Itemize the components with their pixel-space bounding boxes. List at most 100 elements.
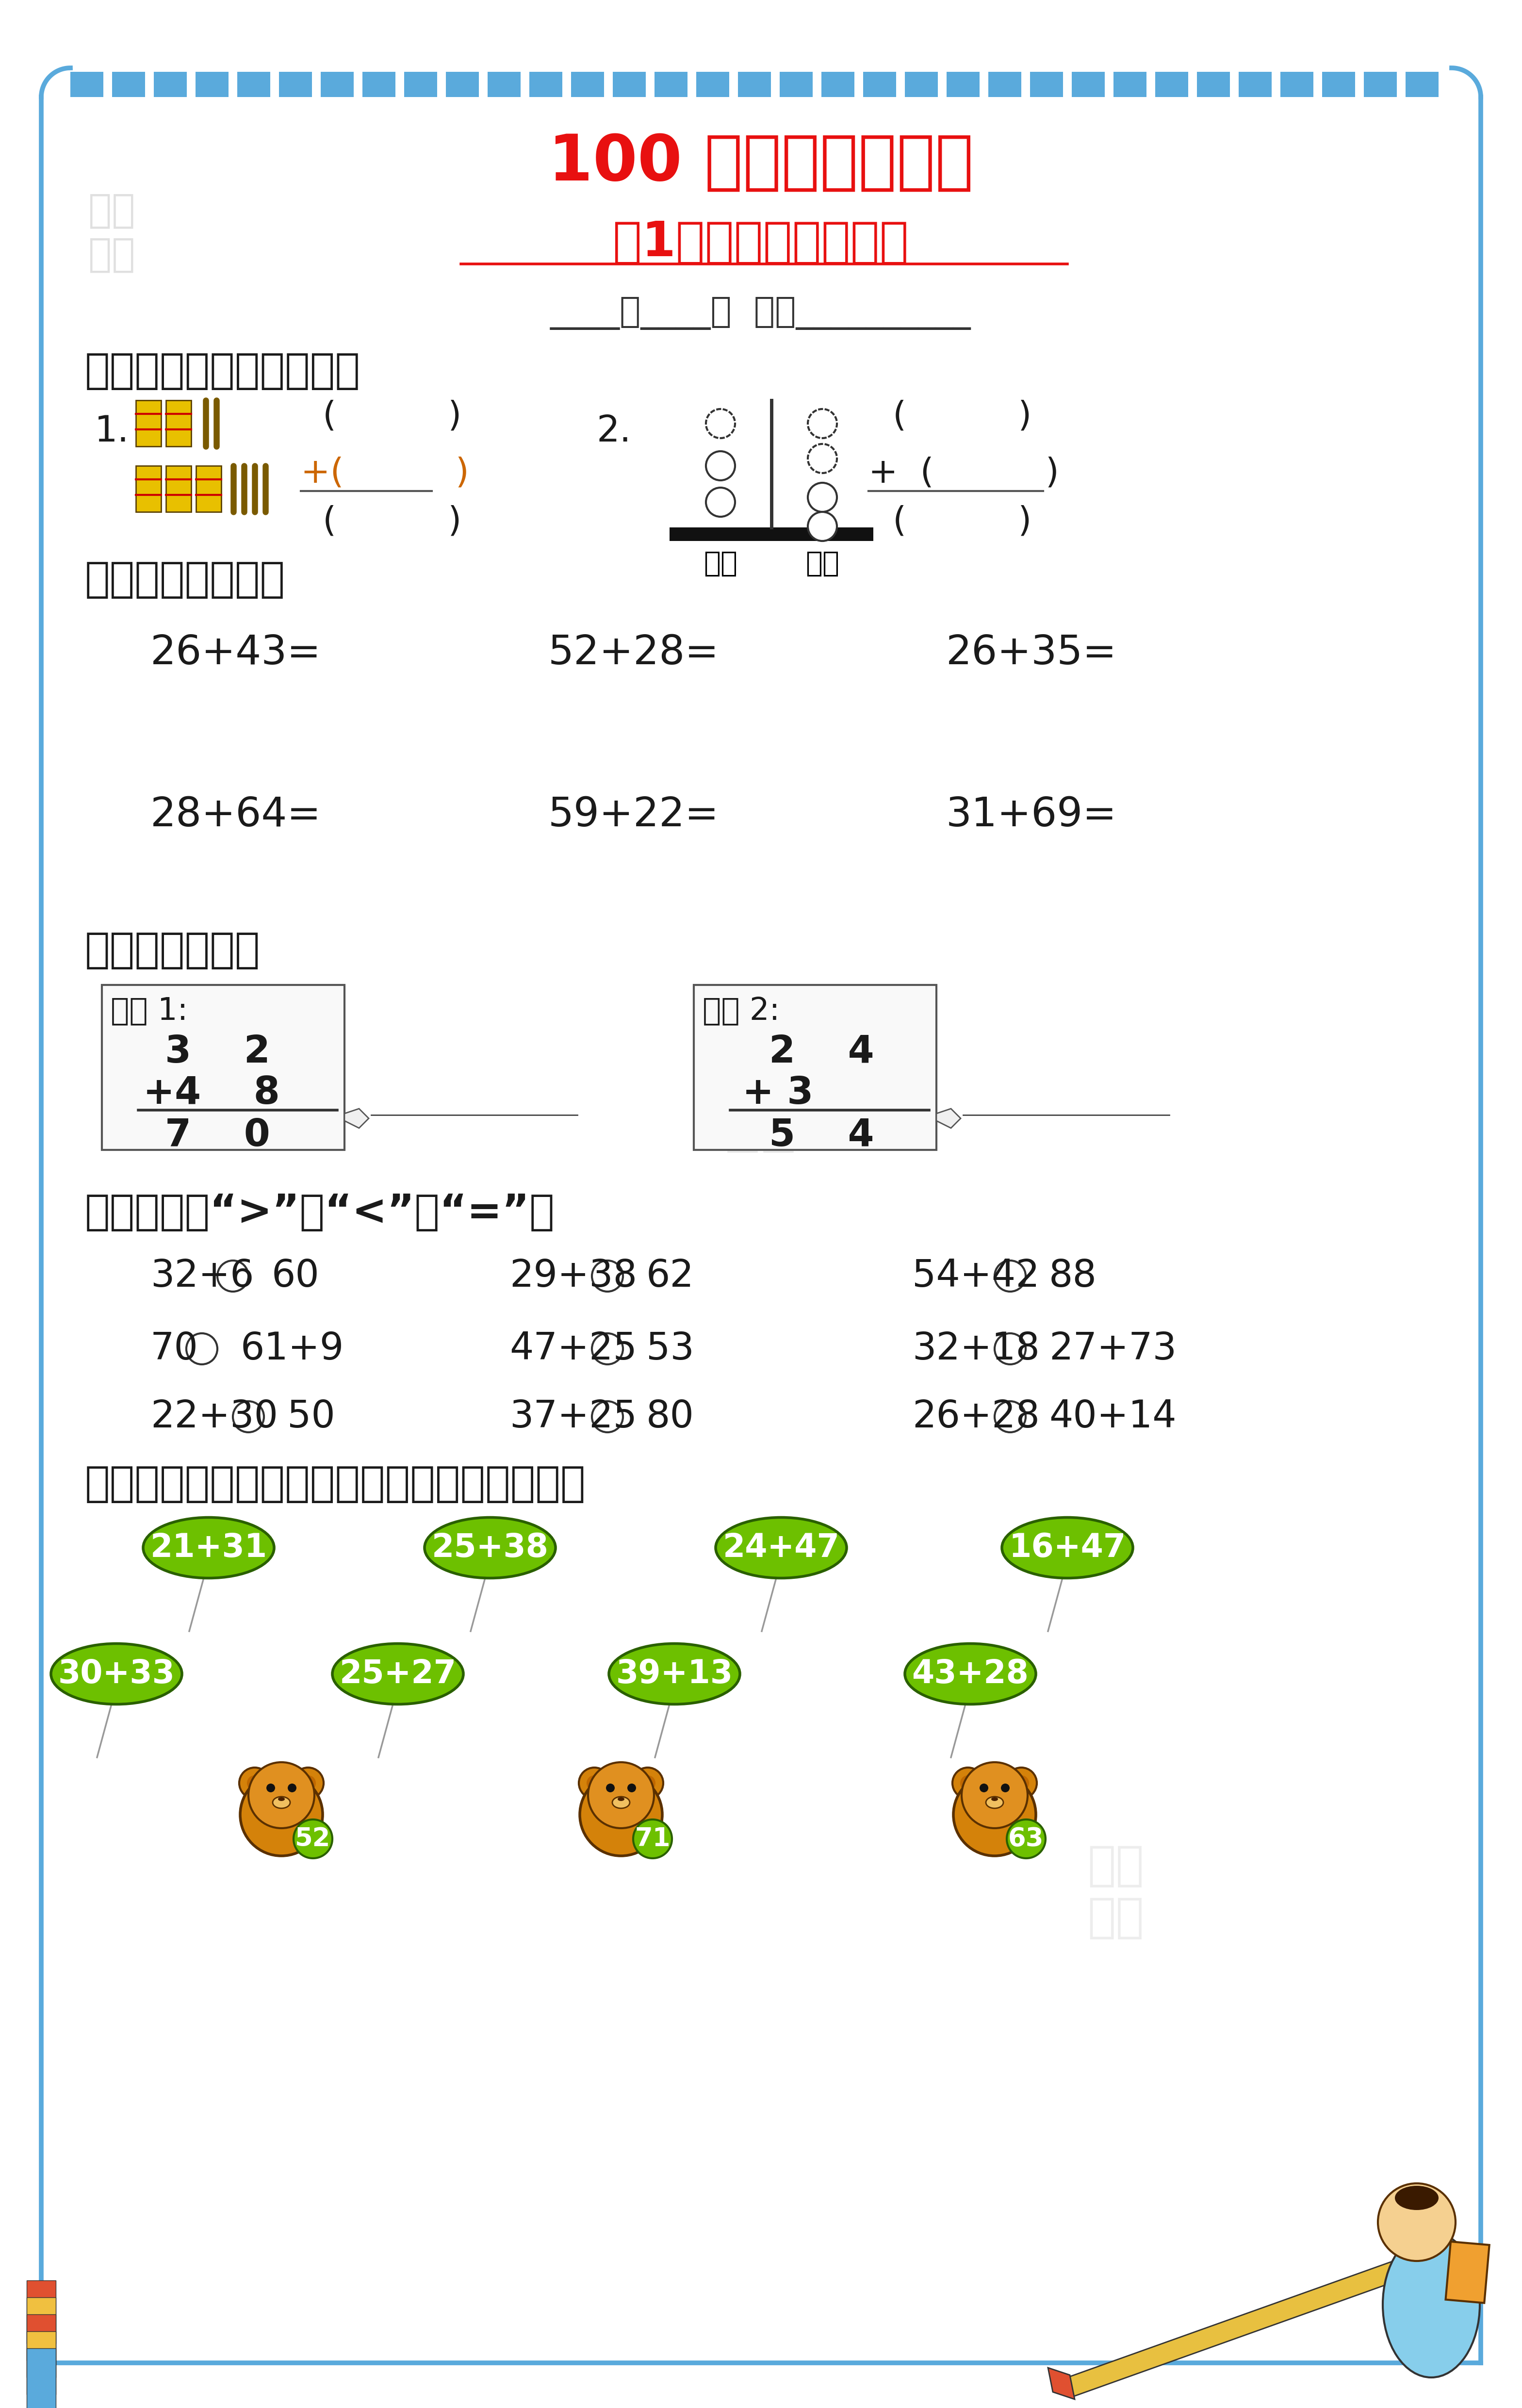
Text: 二、笔算练功房。: 二、笔算练功房。 — [85, 559, 285, 600]
Ellipse shape — [332, 1645, 463, 1705]
Bar — [822, 72, 854, 96]
Ellipse shape — [50, 1645, 183, 1705]
Circle shape — [808, 482, 837, 513]
Text: 70: 70 — [151, 1329, 198, 1368]
Bar — [166, 465, 192, 513]
Text: 59+22=: 59+22= — [548, 795, 720, 836]
Text: 30+33: 30+33 — [58, 1657, 175, 1690]
Text: 32+6: 32+6 — [151, 1257, 254, 1296]
Circle shape — [808, 513, 837, 542]
Text: 3    2: 3 2 — [164, 1033, 271, 1069]
Text: 37+25: 37+25 — [510, 1399, 638, 1435]
Text: 40+14: 40+14 — [1049, 1399, 1177, 1435]
Ellipse shape — [715, 1517, 846, 1577]
Ellipse shape — [1383, 2232, 1479, 2377]
Ellipse shape — [618, 1796, 624, 1801]
Bar — [27, 2280, 56, 2343]
Circle shape — [606, 1784, 615, 1792]
Bar — [670, 527, 874, 542]
Bar — [1280, 72, 1313, 96]
Bar — [446, 72, 479, 96]
Text: 29+38: 29+38 — [510, 1257, 638, 1296]
Bar — [1364, 72, 1397, 96]
Circle shape — [592, 1259, 622, 1291]
Bar — [1071, 72, 1105, 96]
Bar — [906, 72, 938, 96]
Ellipse shape — [1394, 2186, 1438, 2211]
Circle shape — [960, 1775, 976, 1792]
Ellipse shape — [425, 1517, 556, 1577]
Ellipse shape — [986, 1796, 1003, 1808]
Ellipse shape — [279, 1796, 285, 1801]
Bar — [863, 72, 896, 96]
Bar — [27, 2314, 56, 2377]
Bar — [237, 72, 271, 96]
Ellipse shape — [272, 1796, 291, 1808]
Text: 71: 71 — [635, 1825, 670, 1852]
Bar — [27, 2297, 56, 2360]
Circle shape — [1006, 1767, 1036, 1799]
Bar — [70, 72, 103, 96]
Text: 100 以内的加法和减: 100 以内的加法和减 — [548, 132, 974, 193]
Bar — [362, 72, 396, 96]
Text: 50: 50 — [288, 1399, 335, 1435]
Text: 60: 60 — [272, 1257, 320, 1296]
Circle shape — [953, 1767, 983, 1799]
Text: ____年____班  姓名__________: ____年____班 姓名__________ — [551, 296, 971, 330]
Text: 26+43=: 26+43= — [151, 633, 321, 672]
Bar — [27, 2348, 56, 2408]
Circle shape — [962, 1763, 1027, 1828]
Circle shape — [580, 1772, 662, 1857]
Circle shape — [233, 1401, 263, 1433]
Circle shape — [300, 1775, 317, 1792]
Text: 四、我会填“>”、“<”或“=”。: 四、我会填“>”、“<”或“=”。 — [85, 1192, 556, 1233]
Circle shape — [288, 1784, 297, 1792]
Text: 16+47: 16+47 — [1009, 1531, 1126, 1563]
Text: 39+13: 39+13 — [616, 1657, 734, 1690]
Circle shape — [1377, 2184, 1455, 2261]
Circle shape — [592, 1334, 622, 1365]
Text: + 3: + 3 — [743, 1074, 813, 1112]
Circle shape — [994, 1259, 1026, 1291]
Bar — [1196, 72, 1230, 96]
Text: 一、我会看图列式计算。: 一、我会看图列式计算。 — [85, 352, 361, 393]
Text: 31+69=: 31+69= — [947, 795, 1117, 836]
Text: 53: 53 — [647, 1329, 694, 1368]
Circle shape — [1001, 1784, 1009, 1792]
Polygon shape — [344, 1108, 368, 1127]
Ellipse shape — [612, 1796, 630, 1808]
Ellipse shape — [991, 1796, 998, 1801]
Circle shape — [218, 1259, 248, 1291]
Bar — [1030, 72, 1062, 96]
Text: 47+25: 47+25 — [510, 1329, 638, 1368]
Circle shape — [632, 1767, 664, 1799]
Bar — [738, 72, 772, 96]
Text: 88: 88 — [1049, 1257, 1097, 1296]
Text: +4    8: +4 8 — [143, 1074, 280, 1112]
Text: 25+27: 25+27 — [339, 1657, 457, 1690]
Bar — [1323, 72, 1355, 96]
Ellipse shape — [1001, 1517, 1132, 1577]
Text: 三、数学门诊。: 三、数学门诊。 — [85, 932, 260, 970]
Circle shape — [980, 1784, 988, 1792]
Circle shape — [586, 1775, 603, 1792]
Text: 25+38: 25+38 — [432, 1531, 548, 1563]
Text: 病例 2:: 病例 2: — [703, 995, 779, 1026]
Circle shape — [953, 1772, 1036, 1857]
Circle shape — [240, 1772, 323, 1857]
Text: 61+9: 61+9 — [240, 1329, 344, 1368]
Text: 26+35=: 26+35= — [947, 633, 1117, 672]
Text: 奇火
教育: 奇火 教育 — [724, 1028, 798, 1156]
Bar — [195, 72, 228, 96]
Circle shape — [186, 1334, 218, 1365]
Bar — [694, 985, 936, 1151]
Bar — [321, 72, 353, 96]
Text: 7    0: 7 0 — [164, 1117, 271, 1153]
Ellipse shape — [609, 1645, 740, 1705]
Text: 奇火
教育: 奇火 教育 — [88, 193, 135, 275]
Text: 52+28=: 52+28= — [548, 633, 720, 672]
Text: 2.: 2. — [597, 414, 632, 450]
Bar — [1446, 2242, 1490, 2302]
Text: 52: 52 — [295, 1825, 330, 1852]
Bar — [27, 2331, 56, 2394]
